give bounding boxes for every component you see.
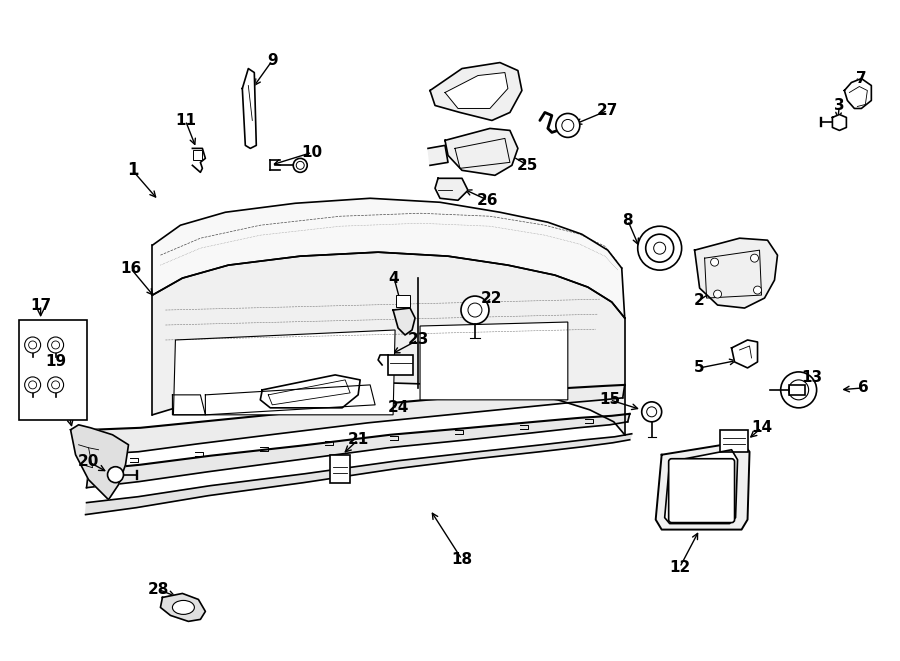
Text: 14: 14 <box>751 420 772 436</box>
Circle shape <box>653 242 666 254</box>
Text: 20: 20 <box>78 454 99 469</box>
Bar <box>789 385 806 395</box>
Circle shape <box>461 296 489 324</box>
Circle shape <box>788 380 808 400</box>
Polygon shape <box>420 322 568 400</box>
Text: 15: 15 <box>599 393 620 407</box>
Text: 13: 13 <box>801 370 822 385</box>
Circle shape <box>714 290 722 298</box>
Polygon shape <box>152 198 625 318</box>
Circle shape <box>556 114 580 137</box>
Polygon shape <box>393 308 415 335</box>
Bar <box>388 355 413 375</box>
Circle shape <box>107 467 123 483</box>
Text: 21: 21 <box>347 432 369 447</box>
Text: 28: 28 <box>148 582 169 597</box>
Text: 10: 10 <box>302 145 323 160</box>
Text: 24: 24 <box>387 401 409 415</box>
Text: 18: 18 <box>452 552 472 567</box>
Circle shape <box>751 254 759 262</box>
Text: 6: 6 <box>858 380 868 395</box>
Text: 8: 8 <box>623 213 633 228</box>
Polygon shape <box>695 238 778 308</box>
Polygon shape <box>445 128 518 175</box>
Circle shape <box>642 402 662 422</box>
Circle shape <box>24 377 40 393</box>
Polygon shape <box>160 594 205 621</box>
Circle shape <box>29 381 37 389</box>
Circle shape <box>562 120 574 132</box>
Text: 19: 19 <box>45 354 67 369</box>
Polygon shape <box>832 114 846 130</box>
FancyBboxPatch shape <box>669 459 734 523</box>
Text: 1: 1 <box>127 161 139 179</box>
Bar <box>720 430 748 451</box>
Circle shape <box>48 337 64 353</box>
Polygon shape <box>86 414 630 488</box>
Text: 7: 7 <box>856 71 867 86</box>
Circle shape <box>293 159 307 173</box>
Ellipse shape <box>173 600 194 615</box>
Polygon shape <box>88 385 625 455</box>
Polygon shape <box>445 73 508 108</box>
Text: 22: 22 <box>482 291 503 305</box>
Circle shape <box>29 341 37 349</box>
Bar <box>396 295 410 307</box>
Text: 12: 12 <box>669 560 690 575</box>
Circle shape <box>711 258 718 266</box>
Circle shape <box>51 341 59 349</box>
Bar <box>19 320 86 420</box>
Text: 3: 3 <box>834 98 845 113</box>
Text: 27: 27 <box>597 103 618 118</box>
Polygon shape <box>844 79 871 108</box>
Text: 2: 2 <box>694 293 705 307</box>
Text: 5: 5 <box>694 360 705 375</box>
Polygon shape <box>428 145 448 165</box>
Text: 9: 9 <box>267 53 277 68</box>
Circle shape <box>753 286 761 294</box>
Text: 11: 11 <box>175 113 196 128</box>
Text: 26: 26 <box>477 193 499 208</box>
Polygon shape <box>656 442 750 529</box>
Circle shape <box>48 377 64 393</box>
Polygon shape <box>174 330 395 415</box>
Circle shape <box>645 234 674 262</box>
Polygon shape <box>665 449 738 524</box>
Circle shape <box>638 226 681 270</box>
Polygon shape <box>260 375 360 408</box>
Text: 17: 17 <box>30 297 51 313</box>
Polygon shape <box>435 178 468 200</box>
Circle shape <box>647 407 657 417</box>
Bar <box>330 455 350 483</box>
Polygon shape <box>430 63 522 120</box>
Polygon shape <box>242 69 256 148</box>
Polygon shape <box>732 340 758 368</box>
Text: 16: 16 <box>120 260 141 276</box>
Circle shape <box>24 337 40 353</box>
Circle shape <box>51 381 59 389</box>
Circle shape <box>780 372 816 408</box>
Polygon shape <box>70 425 129 500</box>
Polygon shape <box>86 434 632 515</box>
Circle shape <box>296 161 304 169</box>
Text: 4: 4 <box>389 270 400 286</box>
Circle shape <box>468 303 482 317</box>
Bar <box>194 151 202 161</box>
Polygon shape <box>193 148 205 173</box>
Text: 23: 23 <box>408 332 428 348</box>
Text: 25: 25 <box>518 158 538 173</box>
Polygon shape <box>152 252 625 435</box>
